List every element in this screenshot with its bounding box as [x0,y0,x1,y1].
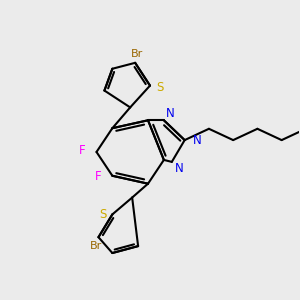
Text: N: N [193,134,201,147]
Text: N: N [175,162,184,175]
Text: S: S [156,81,163,94]
Text: N: N [166,107,175,120]
Text: F: F [95,170,101,183]
Text: S: S [99,208,106,221]
Text: F: F [79,145,86,158]
Text: Br: Br [90,241,103,251]
Text: Br: Br [131,49,143,59]
